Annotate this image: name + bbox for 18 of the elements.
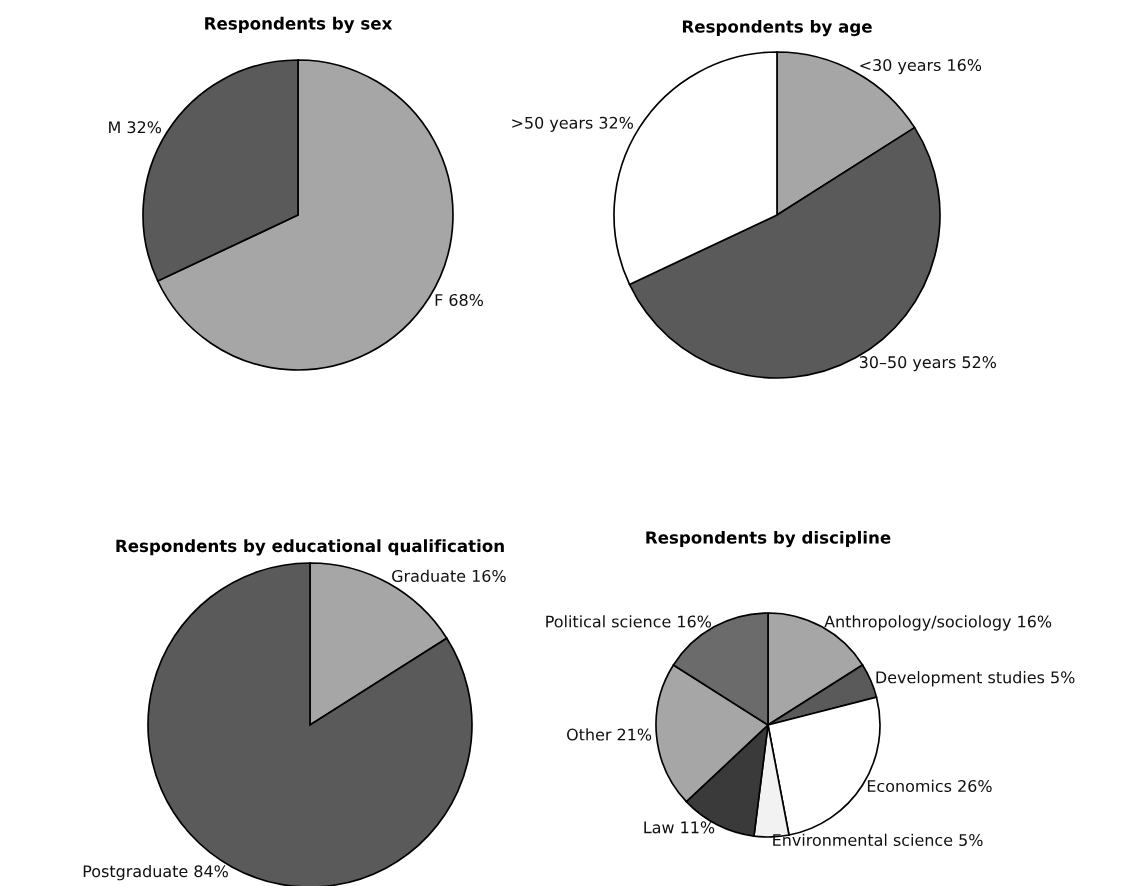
slice-label: Economics 26% <box>867 779 992 793</box>
slice-label: 30–50 years 52% <box>859 356 997 372</box>
slice-label: Development studies 5% <box>876 671 1075 687</box>
slice-label: M 32% <box>109 121 162 134</box>
slice-label: Anthropology/sociology 16% <box>824 615 1052 631</box>
slice-label: Environmental science 5% <box>773 833 983 847</box>
slice-label: >50 years 32% <box>512 116 633 132</box>
chart-title: Respondents by discipline <box>646 530 891 548</box>
chart-title: Respondents by sex <box>205 16 393 34</box>
slice-label: Political science 16% <box>546 615 712 628</box>
slice-label: <30 years 16% <box>860 59 982 75</box>
chart-title: Respondents by educational qualification <box>116 539 504 556</box>
slice-label: Postgraduate 84% <box>83 864 228 881</box>
slice-label: Law 11% <box>644 821 715 834</box>
slice-label: F 68% <box>435 293 483 307</box>
slice-label: Other 21% <box>567 728 652 741</box>
slice-label: Graduate 16% <box>392 569 506 582</box>
chart-title: Respondents by age <box>682 19 872 37</box>
